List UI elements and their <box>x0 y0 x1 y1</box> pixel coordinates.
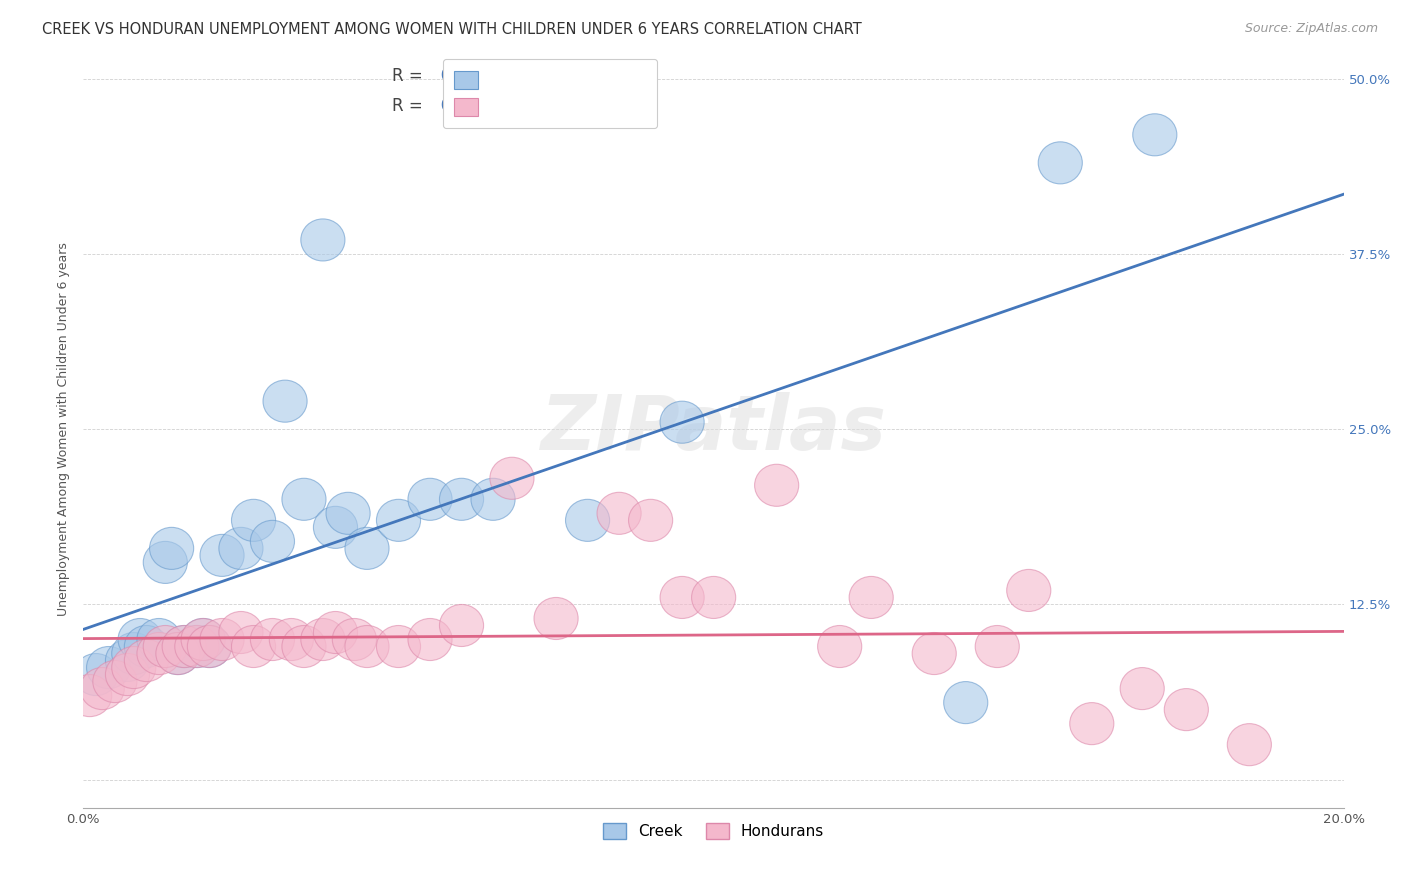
Ellipse shape <box>598 492 641 534</box>
Ellipse shape <box>818 625 862 667</box>
Ellipse shape <box>314 507 357 549</box>
Ellipse shape <box>565 500 610 541</box>
Ellipse shape <box>976 625 1019 667</box>
Ellipse shape <box>118 618 162 661</box>
Ellipse shape <box>124 640 169 681</box>
Ellipse shape <box>219 612 263 654</box>
Ellipse shape <box>156 632 200 674</box>
Ellipse shape <box>162 625 207 667</box>
Ellipse shape <box>659 576 704 618</box>
Ellipse shape <box>628 500 672 541</box>
Ellipse shape <box>149 527 194 569</box>
Text: Source: ZipAtlas.com: Source: ZipAtlas.com <box>1244 22 1378 36</box>
Ellipse shape <box>1007 569 1050 612</box>
Ellipse shape <box>440 605 484 647</box>
Ellipse shape <box>80 667 124 710</box>
Ellipse shape <box>1227 723 1271 765</box>
Ellipse shape <box>377 500 420 541</box>
Ellipse shape <box>692 576 735 618</box>
Ellipse shape <box>136 618 181 661</box>
Ellipse shape <box>344 625 389 667</box>
Text: N =: N = <box>512 67 560 85</box>
Ellipse shape <box>263 380 307 422</box>
Ellipse shape <box>326 492 370 534</box>
Ellipse shape <box>344 527 389 569</box>
Text: 0.612: 0.612 <box>440 67 492 85</box>
Ellipse shape <box>408 478 453 520</box>
Ellipse shape <box>67 674 111 716</box>
Ellipse shape <box>219 527 263 569</box>
Ellipse shape <box>111 647 156 689</box>
Ellipse shape <box>143 541 187 583</box>
Ellipse shape <box>162 625 207 667</box>
Ellipse shape <box>943 681 988 723</box>
Ellipse shape <box>200 534 245 576</box>
Ellipse shape <box>1133 114 1177 156</box>
Ellipse shape <box>849 576 893 618</box>
Ellipse shape <box>489 458 534 500</box>
Ellipse shape <box>250 520 294 562</box>
Ellipse shape <box>912 632 956 674</box>
Ellipse shape <box>270 618 314 661</box>
Ellipse shape <box>174 625 219 667</box>
Ellipse shape <box>111 632 156 674</box>
Ellipse shape <box>283 625 326 667</box>
Ellipse shape <box>440 478 484 520</box>
Ellipse shape <box>1070 703 1114 745</box>
Ellipse shape <box>105 654 149 696</box>
Ellipse shape <box>200 618 245 661</box>
Ellipse shape <box>174 625 219 667</box>
Text: R =: R = <box>392 97 429 115</box>
Ellipse shape <box>187 625 232 667</box>
Ellipse shape <box>377 625 420 667</box>
Ellipse shape <box>283 478 326 520</box>
Ellipse shape <box>1038 142 1083 184</box>
Text: CREEK VS HONDURAN UNEMPLOYMENT AMONG WOMEN WITH CHILDREN UNDER 6 YEARS CORRELATI: CREEK VS HONDURAN UNEMPLOYMENT AMONG WOM… <box>42 22 862 37</box>
Legend: Creek, Hondurans: Creek, Hondurans <box>598 817 830 846</box>
Ellipse shape <box>143 625 187 667</box>
Ellipse shape <box>181 618 225 661</box>
Ellipse shape <box>105 640 149 681</box>
Ellipse shape <box>93 661 136 703</box>
Text: N =: N = <box>512 97 560 115</box>
Ellipse shape <box>314 612 357 654</box>
Text: 33: 33 <box>572 67 596 85</box>
Ellipse shape <box>124 625 169 667</box>
Ellipse shape <box>250 618 294 661</box>
Ellipse shape <box>755 464 799 507</box>
Ellipse shape <box>232 500 276 541</box>
Ellipse shape <box>232 625 276 667</box>
Ellipse shape <box>301 219 344 261</box>
Ellipse shape <box>75 654 118 696</box>
Ellipse shape <box>332 618 377 661</box>
Text: 42: 42 <box>572 97 596 115</box>
Ellipse shape <box>181 618 225 661</box>
Ellipse shape <box>1164 689 1208 731</box>
Ellipse shape <box>87 647 131 689</box>
Ellipse shape <box>534 598 578 640</box>
Text: 0.265: 0.265 <box>440 97 492 115</box>
Ellipse shape <box>1121 667 1164 710</box>
Text: ZIPatlas: ZIPatlas <box>541 392 887 467</box>
Text: R =: R = <box>392 67 429 85</box>
Y-axis label: Unemployment Among Women with Children Under 6 years: Unemployment Among Women with Children U… <box>58 243 70 616</box>
Ellipse shape <box>136 632 181 674</box>
Ellipse shape <box>156 632 200 674</box>
Ellipse shape <box>471 478 515 520</box>
Ellipse shape <box>187 625 232 667</box>
Ellipse shape <box>659 401 704 443</box>
Ellipse shape <box>301 618 344 661</box>
Ellipse shape <box>408 618 453 661</box>
